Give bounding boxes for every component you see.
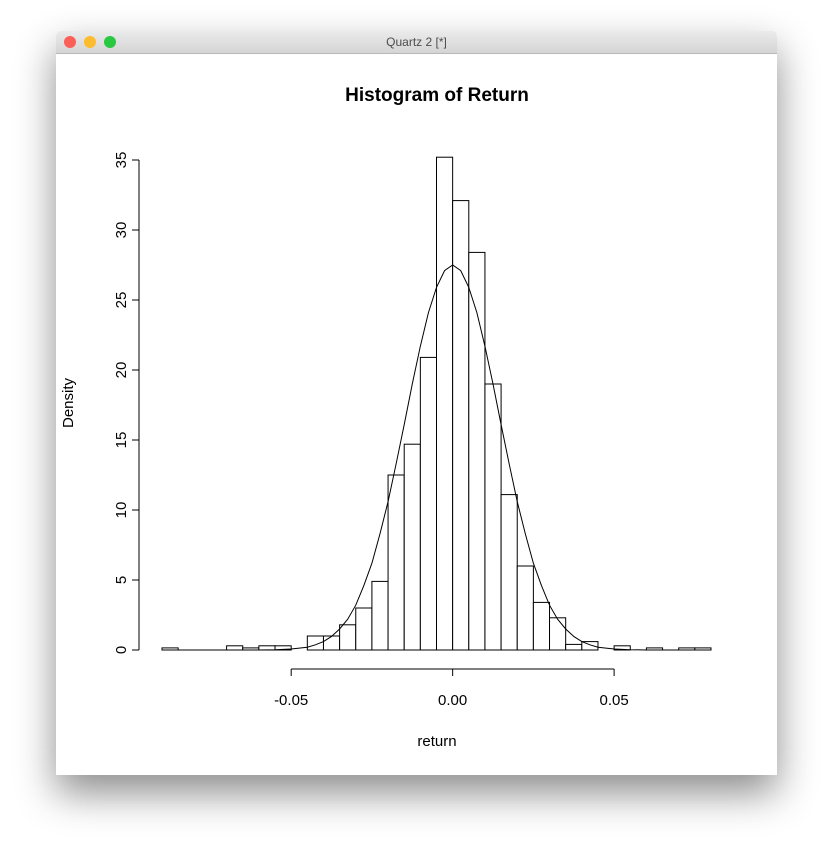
minimize-button[interactable] [84,36,96,48]
zoom-button[interactable] [104,36,116,48]
y-tick-label: 5 [113,576,130,584]
bar [371,580,389,651]
close-button[interactable] [64,36,76,48]
density-curve [162,264,711,651]
bar [322,635,341,651]
bar [226,645,244,651]
bar [581,641,599,651]
window: Quartz 2 [*] [56,31,777,775]
bar [355,607,373,651]
x-axis-label: return [417,733,456,750]
bar [532,601,551,651]
y-tick-label: 35 [113,152,130,169]
bar [274,645,292,651]
bar [387,474,405,651]
bar [516,565,534,651]
x-tick-label: -0.05 [274,692,308,709]
bar [436,156,454,651]
window-title: Quartz 2 [*] [386,35,447,49]
x-tick-label: 0.00 [438,692,467,709]
title-bar: Quartz 2 [*] [56,31,777,54]
bar [339,624,357,651]
y-tick-label: 30 [113,222,130,239]
chart-title: Histogram of Return [345,85,529,106]
bar [565,643,583,651]
bar [500,494,518,651]
bar [403,443,421,651]
bar [613,645,631,651]
y-tick-label: 15 [113,432,130,449]
bar [549,617,567,651]
y-tick-label: 10 [113,502,130,519]
bar [484,383,502,651]
bar [452,200,470,651]
y-tick-label: 0 [113,646,130,654]
y-tick-label: 25 [113,292,130,309]
x-tick-label: 0.05 [600,692,629,709]
y-tick-label: 20 [113,362,130,379]
y-axis-label: Density [60,377,77,428]
bar [419,356,437,651]
